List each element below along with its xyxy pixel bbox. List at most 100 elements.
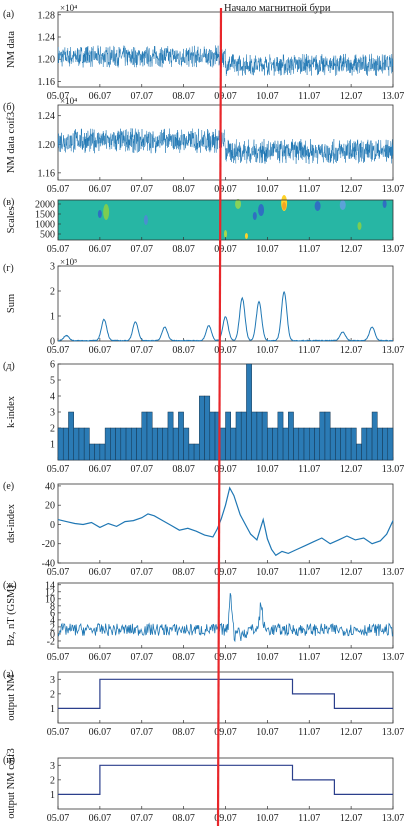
x-tick-label: 10.07 (256, 727, 279, 738)
bar (261, 411, 268, 461)
x-tick-label: 10.07 (256, 345, 279, 356)
heatmap-blob (143, 215, 148, 225)
bar (178, 411, 184, 461)
panel-label: (з) (3, 669, 14, 680)
y-tick-label: 2 (50, 622, 55, 633)
bar (303, 427, 310, 461)
y-tick-label: 1.24 (38, 111, 56, 122)
x-tick-label: 11.07 (298, 244, 320, 255)
bar (57, 427, 64, 461)
bar (329, 427, 336, 461)
y-tick-label: 10 (45, 594, 55, 605)
heatmap-blob (252, 212, 257, 220)
x-tick-label: 07.07 (131, 91, 154, 102)
x-tick-label: 08.07 (172, 345, 195, 356)
y-axis-label: NM data coif3 (6, 112, 17, 173)
bar (73, 427, 80, 461)
heatmap-blob (97, 210, 102, 218)
x-tick-label: 10.07 (256, 464, 279, 475)
y-tick-label: 6 (50, 360, 55, 371)
x-tick-label: 08.07 (172, 727, 195, 738)
x-tick-label: 12.07 (340, 652, 363, 663)
heatmap-blob (103, 204, 110, 220)
y-axis-label: output NM (6, 674, 17, 721)
x-tick-label: 07.07 (131, 464, 154, 475)
y-axis-label: Sum (6, 294, 17, 313)
x-tick-label: 10.07 (256, 567, 279, 578)
x-tick-label: 07.07 (131, 813, 154, 824)
y-tick-label: 1.16 (38, 77, 56, 88)
x-tick-label: 08.07 (172, 91, 195, 102)
y-tick-label: -40 (42, 559, 55, 570)
bar (115, 427, 122, 461)
bar (120, 427, 127, 461)
y-tick-label: 2000 (35, 200, 55, 211)
bar (193, 443, 200, 461)
bar (272, 427, 279, 461)
panel-4: 0 1 2 3 05.07 06.07 07.07 08.07 09.07 10.07 11.07 1… (3, 257, 404, 356)
bar (94, 443, 101, 461)
bar (172, 427, 179, 461)
x-tick-label: 13.07 (382, 244, 405, 255)
heatmap-blob (258, 204, 265, 216)
x-tick-label: 13.07 (382, 813, 405, 824)
y-axis-label: k-index (6, 395, 17, 428)
y-tick-label: 40 (45, 481, 55, 492)
x-tick-label: 11.07 (298, 567, 320, 578)
x-tick-label: 08.07 (172, 244, 195, 255)
y-tick-label: 1 (50, 704, 55, 715)
storm-annotation: Начало магнитной бури (224, 3, 331, 14)
x-tick-label: 12.07 (340, 184, 363, 195)
x-tick-label: 09.07 (214, 91, 237, 102)
y-tick-label: -2 (47, 636, 55, 647)
x-tick-label: 10.07 (256, 91, 279, 102)
axis-exponent: ×10⁴ (60, 96, 77, 106)
y-tick-label: 1000 (35, 220, 55, 231)
x-tick-label: 05.07 (47, 345, 70, 356)
x-tick-label: 09.07 (214, 244, 237, 255)
x-tick-label: 08.07 (172, 813, 195, 824)
bar (267, 427, 273, 461)
x-tick-label: 13.07 (382, 345, 405, 356)
y-tick-label: 1.28 (38, 10, 56, 21)
x-tick-label: 05.07 (47, 567, 70, 578)
bar (209, 411, 216, 461)
y-tick-label: 3 (50, 408, 55, 419)
y-tick-label: 500 (40, 230, 55, 241)
x-tick-label: 06.07 (89, 813, 112, 824)
storm-start-line (216, 7, 223, 826)
x-tick-label: 05.07 (47, 652, 70, 663)
heatmap-blob (224, 230, 227, 238)
panel-label: (е) (3, 481, 14, 492)
x-tick-label: 09.07 (214, 184, 237, 195)
bar (141, 411, 148, 461)
bar (277, 411, 284, 461)
heatmap-blob (314, 201, 321, 211)
bar (78, 427, 85, 461)
x-tick-label: 13.07 (382, 91, 405, 102)
y-tick-label: 0 (50, 337, 55, 348)
bar (361, 427, 368, 461)
bar (204, 395, 211, 461)
plot-frame (57, 265, 394, 342)
x-tick-label: 05.07 (47, 244, 70, 255)
series-line (57, 592, 394, 643)
plot-frame (57, 582, 394, 649)
y-tick-label: 1 (50, 440, 55, 451)
x-tick-label: 06.07 (89, 244, 112, 255)
x-tick-label: 13.07 (382, 184, 405, 195)
axis-exponent: ×10⁴ (60, 3, 77, 13)
bar (99, 443, 106, 461)
x-tick-label: 05.07 (47, 91, 70, 102)
x-tick-label: 11.07 (298, 91, 320, 102)
x-tick-label: 08.07 (172, 652, 195, 663)
bar (183, 427, 190, 461)
y-tick-label: 0 (50, 520, 55, 531)
panel-label: (ж) (3, 580, 17, 591)
y-tick-label: 3 (50, 761, 55, 772)
bar (225, 411, 231, 461)
heatmap-blob (244, 233, 248, 239)
heatmap-blob (357, 222, 362, 230)
y-tick-label: 1.24 (38, 33, 56, 44)
